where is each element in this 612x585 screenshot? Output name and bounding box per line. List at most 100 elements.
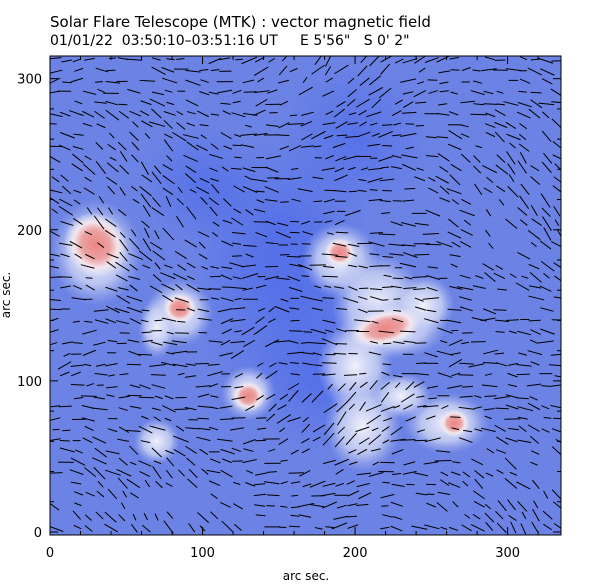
- field-vector: [439, 166, 449, 173]
- field-vector: [484, 395, 497, 397]
- field-vector: [365, 404, 382, 412]
- field-vector: [119, 239, 129, 252]
- field-vector: [414, 472, 429, 477]
- field-vector: [426, 287, 438, 292]
- field-vector: [390, 525, 403, 532]
- field-vector: [231, 217, 244, 226]
- field-vector: [542, 111, 550, 119]
- field-vector: [508, 330, 517, 334]
- field-vector: [129, 318, 142, 325]
- field-vector: [449, 174, 461, 185]
- field-vector: [85, 491, 95, 497]
- field-vector: [380, 494, 395, 499]
- field-vector: [451, 427, 460, 430]
- field-vector: [462, 481, 469, 487]
- field-vector: [322, 275, 338, 278]
- field-vector: [460, 100, 476, 104]
- field-vector: [291, 198, 301, 202]
- field-vector: [322, 501, 337, 509]
- field-vector: [105, 363, 118, 367]
- field-vector: [428, 177, 436, 182]
- field-vector: [322, 482, 336, 487]
- field-vector: [323, 135, 334, 139]
- field-vector: [141, 309, 150, 312]
- field-vector: [266, 393, 276, 400]
- field-vector: [256, 417, 267, 419]
- field-vector: [154, 319, 163, 322]
- field-vector: [414, 439, 428, 442]
- field-vector: [152, 197, 161, 208]
- field-vector: [372, 461, 379, 466]
- field-vector: [222, 458, 232, 463]
- field-vector: [84, 57, 95, 61]
- field-vector: [517, 406, 534, 412]
- field-vector: [199, 177, 210, 183]
- field-vector: [506, 151, 516, 165]
- field-vector: [69, 241, 83, 249]
- field-vector: [298, 264, 313, 271]
- field-vector: [368, 351, 382, 356]
- field-vector: [280, 459, 288, 462]
- field-vector: [311, 131, 326, 140]
- field-vector: [197, 287, 211, 291]
- field-vector: [50, 69, 63, 74]
- field-vector: [141, 331, 152, 334]
- field-vector: [105, 81, 121, 84]
- field-vector: [311, 64, 325, 75]
- field-vector: [199, 69, 209, 72]
- field-vector: [210, 493, 218, 499]
- field-vector: [405, 416, 416, 422]
- field-vector: [140, 440, 151, 443]
- field-vector: [119, 111, 129, 119]
- field-vector: [198, 241, 206, 249]
- field-vector: [371, 427, 379, 431]
- field-vector: [393, 375, 403, 378]
- field-vector: [553, 176, 561, 183]
- field-vector: [336, 504, 347, 509]
- field-vector: [417, 81, 425, 85]
- field-vector: [548, 364, 561, 367]
- field-vector: [104, 523, 118, 533]
- field-vector: [336, 101, 346, 108]
- field-vector: [402, 471, 417, 475]
- field-vector: [200, 134, 207, 139]
- field-vector: [461, 124, 469, 128]
- field-vector: [381, 286, 394, 288]
- field-vector: [401, 111, 417, 114]
- field-vector: [481, 427, 496, 432]
- field-vector: [172, 273, 187, 281]
- field-vector: [436, 241, 453, 248]
- field-vector: [541, 207, 551, 217]
- field-vector: [371, 133, 380, 137]
- field-vector: [349, 382, 357, 391]
- field-vector: [531, 450, 540, 455]
- field-vector: [394, 99, 403, 105]
- field-vector: [151, 447, 162, 458]
- field-vector: [93, 341, 106, 346]
- field-vector: [459, 395, 473, 398]
- field-vector: [150, 374, 166, 376]
- field-vector: [149, 285, 163, 293]
- field-vector: [506, 133, 521, 141]
- field-vector: [390, 166, 402, 170]
- field-vector: [84, 320, 93, 323]
- field-vector: [401, 222, 416, 227]
- field-vector: [367, 143, 381, 147]
- field-vector: [496, 103, 505, 106]
- field-vector: [485, 472, 494, 477]
- field-vector: [287, 123, 304, 125]
- field-vector: [436, 136, 449, 139]
- field-vector: [508, 384, 517, 387]
- field-vector: [345, 432, 357, 445]
- field-vector: [197, 393, 210, 398]
- field-vector: [199, 448, 208, 455]
- field-vector: [121, 502, 126, 509]
- field-vector: [131, 154, 139, 163]
- field-vector: [382, 514, 393, 518]
- field-vector: [347, 503, 358, 507]
- field-vector: [347, 490, 360, 497]
- field-vector: [62, 81, 72, 84]
- field-vector: [127, 339, 140, 343]
- field-vector: [484, 272, 496, 282]
- field-vector: [302, 77, 308, 83]
